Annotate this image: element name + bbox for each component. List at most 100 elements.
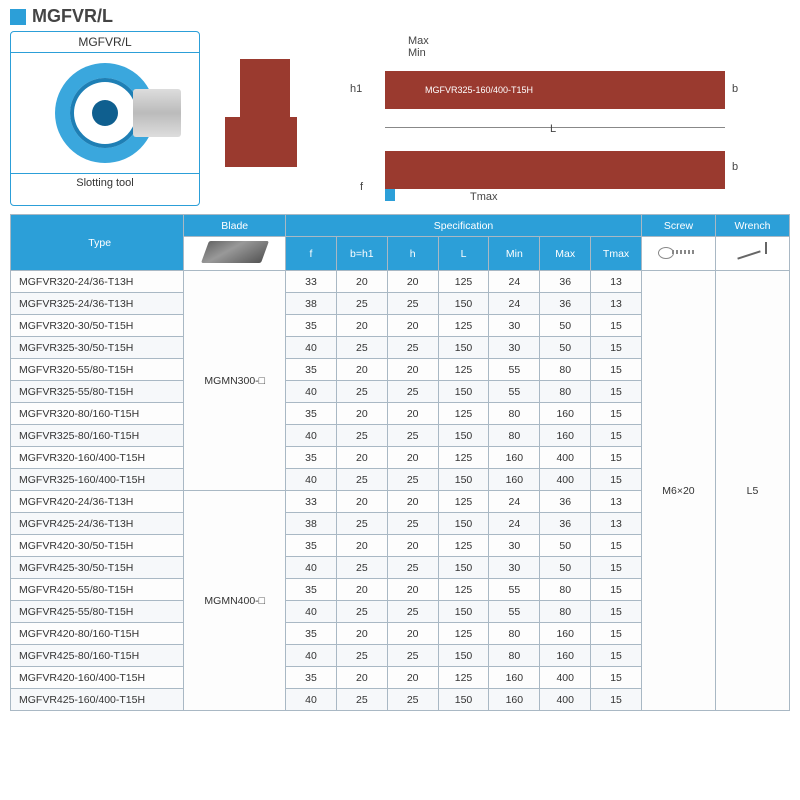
cell-max: 36: [540, 293, 591, 315]
cell-bh1: 25: [336, 557, 387, 579]
cell-max: 400: [540, 447, 591, 469]
cell-blade: MGMN300-□: [184, 271, 286, 491]
dim-h1: h1: [350, 83, 362, 95]
tool-bar-label: MGFVR325-160/400-T15H: [425, 85, 533, 95]
th-wrench: Wrench: [715, 215, 789, 237]
cell-f: 35: [286, 667, 337, 689]
cell-type: MGFVR325-24/36-T13H: [11, 293, 184, 315]
cell-L: 150: [438, 601, 489, 623]
cell-L: 150: [438, 513, 489, 535]
cell-bh1: 20: [336, 667, 387, 689]
cell-L: 125: [438, 271, 489, 293]
cell-max: 80: [540, 359, 591, 381]
th-L: L: [438, 237, 489, 271]
th-spec: Specification: [286, 215, 642, 237]
cell-tmax: 15: [591, 359, 642, 381]
cell-tmax: 15: [591, 447, 642, 469]
cell-max: 160: [540, 425, 591, 447]
cell-min: 160: [489, 667, 540, 689]
th-blade-icon-cell: [184, 237, 286, 271]
cell-type: MGFVR320-30/50-T15H: [11, 315, 184, 337]
tool-bar-bot-icon: [385, 151, 725, 189]
cell-max: 50: [540, 557, 591, 579]
cell-h: 20: [387, 315, 438, 337]
cell-max: 400: [540, 689, 591, 711]
cell-type: MGFVR420-160/400-T15H: [11, 667, 184, 689]
cell-tmax: 15: [591, 645, 642, 667]
blade-icon: [201, 241, 269, 263]
cell-type: MGFVR320-55/80-T15H: [11, 359, 184, 381]
cell-max: 160: [540, 645, 591, 667]
insert-tip-icon: [385, 189, 395, 201]
cell-type: MGFVR420-30/50-T15H: [11, 535, 184, 557]
cell-min: 55: [489, 381, 540, 403]
cell-min: 30: [489, 535, 540, 557]
th-bh1: b=h1: [336, 237, 387, 271]
cell-f: 40: [286, 469, 337, 491]
cell-L: 125: [438, 535, 489, 557]
spec-table: Type Blade Specification Screw Wrench f …: [10, 214, 790, 711]
cell-f: 33: [286, 491, 337, 513]
cell-min: 80: [489, 623, 540, 645]
cell-type: MGFVR425-24/36-T13H: [11, 513, 184, 535]
cell-max: 400: [540, 469, 591, 491]
cell-tmax: 15: [591, 469, 642, 491]
dim-tmax: Tmax: [470, 191, 498, 203]
cell-type: MGFVR325-55/80-T15H: [11, 381, 184, 403]
cell-min: 55: [489, 579, 540, 601]
cell-h: 25: [387, 293, 438, 315]
cell-bh1: 20: [336, 403, 387, 425]
cell-L: 125: [438, 315, 489, 337]
cell-h: 25: [387, 381, 438, 403]
cell-f: 33: [286, 271, 337, 293]
cell-f: 40: [286, 381, 337, 403]
cell-bh1: 25: [336, 689, 387, 711]
cell-f: 40: [286, 601, 337, 623]
cell-min: 160: [489, 469, 540, 491]
dim-min: Min: [408, 47, 426, 59]
cell-max: 80: [540, 579, 591, 601]
cell-L: 125: [438, 447, 489, 469]
cell-tmax: 13: [591, 271, 642, 293]
cell-min: 30: [489, 557, 540, 579]
cell-min: 160: [489, 689, 540, 711]
cell-tmax: 13: [591, 293, 642, 315]
wrench-icon: [735, 242, 769, 262]
cell-min: 80: [489, 425, 540, 447]
cell-h: 25: [387, 513, 438, 535]
cell-max: 400: [540, 667, 591, 689]
cell-tmax: 15: [591, 425, 642, 447]
cell-min: 30: [489, 315, 540, 337]
cell-f: 40: [286, 645, 337, 667]
cell-blade: MGMN400-□: [184, 491, 286, 711]
cell-bh1: 25: [336, 293, 387, 315]
cell-bh1: 25: [336, 601, 387, 623]
cell-max: 160: [540, 623, 591, 645]
cell-tmax: 13: [591, 513, 642, 535]
cell-f: 35: [286, 359, 337, 381]
cell-bh1: 20: [336, 271, 387, 293]
cell-min: 24: [489, 491, 540, 513]
cell-f: 40: [286, 557, 337, 579]
cell-tmax: 15: [591, 623, 642, 645]
cell-type: MGFVR425-55/80-T15H: [11, 601, 184, 623]
cell-f: 35: [286, 623, 337, 645]
diagram-area: MGFVR325-160/400-T15H Max Min h1 L b b f…: [210, 31, 790, 206]
table-row: MGFVR320-24/36-T13HMGMN300-□332020125243…: [11, 271, 790, 293]
th-max: Max: [540, 237, 591, 271]
cell-tmax: 15: [591, 535, 642, 557]
cell-h: 25: [387, 645, 438, 667]
tool-bar-top-icon: MGFVR325-160/400-T15H: [385, 71, 725, 109]
cell-bh1: 25: [336, 513, 387, 535]
table-head: Type Blade Specification Screw Wrench f …: [11, 215, 790, 271]
cell-bh1: 20: [336, 359, 387, 381]
cell-h: 20: [387, 623, 438, 645]
cell-type: MGFVR325-80/160-T15H: [11, 425, 184, 447]
cell-L: 150: [438, 645, 489, 667]
cell-h: 20: [387, 579, 438, 601]
cell-h: 20: [387, 403, 438, 425]
cell-h: 25: [387, 601, 438, 623]
cell-min: 55: [489, 601, 540, 623]
table-body: MGFVR320-24/36-T13HMGMN300-□332020125243…: [11, 271, 790, 711]
dim-b2: b: [732, 161, 738, 173]
